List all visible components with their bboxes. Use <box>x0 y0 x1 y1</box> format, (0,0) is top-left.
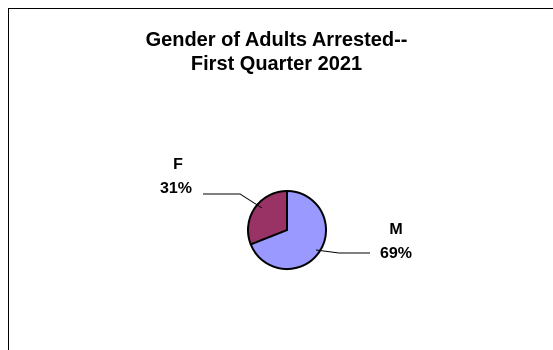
chart-area <box>8 8 553 350</box>
pie-slice-f <box>247 189 288 246</box>
data-label-f-name: F <box>173 156 183 173</box>
chart-title-line-2: First Quarter 2021 <box>190 53 363 75</box>
chart-title-line-1: Gender of Adults Arrested-- <box>145 29 408 51</box>
data-label-m-percent: 69% <box>380 245 412 262</box>
pie-slice-m <box>249 189 327 270</box>
leader-line-m <box>315 249 370 254</box>
data-label-m-name: M <box>389 221 402 238</box>
chart-title: Gender of Adults Arrested-- First Quarte… <box>0 28 553 76</box>
leader-line-f <box>203 193 263 209</box>
data-label-f-percent: 31% <box>160 180 192 197</box>
